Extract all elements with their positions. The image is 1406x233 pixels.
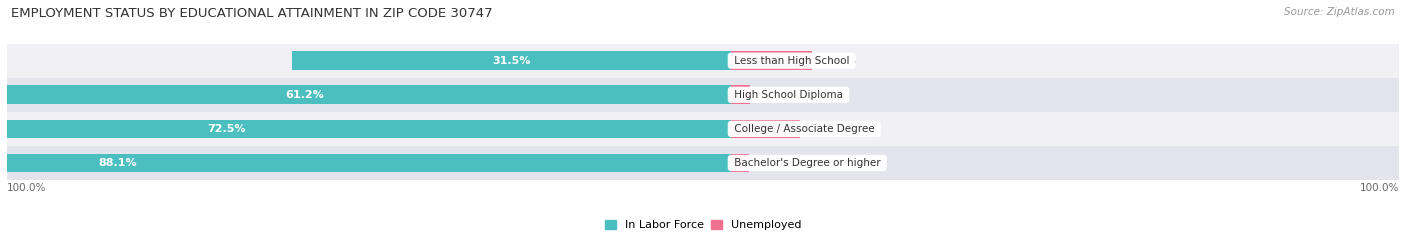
Text: 88.1%: 88.1% (98, 158, 136, 168)
Text: 72.5%: 72.5% (207, 124, 246, 134)
Text: 1.4%: 1.4% (768, 90, 796, 100)
Text: 100.0%: 100.0% (7, 183, 46, 193)
Bar (0, 86, 731, 104)
Text: EMPLOYMENT STATUS BY EDUCATIONAL ATTAINMENT IN ZIP CODE 30747: EMPLOYMENT STATUS BY EDUCATIONAL ATTAINM… (11, 7, 494, 20)
Bar (292, 51, 731, 70)
Legend: In Labor Force, Unemployed: In Labor Force, Unemployed (600, 216, 806, 233)
Text: Bachelor's Degree or higher: Bachelor's Degree or higher (731, 158, 884, 168)
Bar (0, 154, 731, 172)
Text: 5.0%: 5.0% (817, 124, 845, 134)
Bar (7, 146, 1399, 180)
Text: 61.2%: 61.2% (285, 90, 325, 100)
Bar (7, 112, 1399, 146)
Text: High School Diploma: High School Diploma (731, 90, 846, 100)
Bar (731, 154, 749, 172)
Bar (7, 44, 1399, 78)
Text: 100.0%: 100.0% (1360, 183, 1399, 193)
Text: Source: ZipAtlas.com: Source: ZipAtlas.com (1284, 7, 1395, 17)
Text: Less than High School: Less than High School (731, 56, 852, 66)
Bar (731, 51, 811, 70)
Text: College / Associate Degree: College / Associate Degree (731, 124, 877, 134)
Text: 5.8%: 5.8% (828, 56, 856, 66)
Bar (731, 86, 751, 104)
Bar (7, 78, 1399, 112)
Bar (0, 120, 731, 138)
Text: 31.5%: 31.5% (492, 56, 531, 66)
Bar (731, 120, 800, 138)
Text: 1.3%: 1.3% (766, 158, 794, 168)
